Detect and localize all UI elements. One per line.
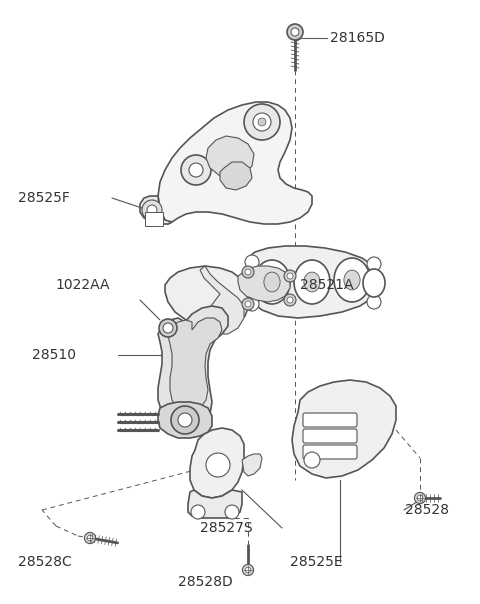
Polygon shape <box>200 266 244 334</box>
Ellipse shape <box>363 269 385 297</box>
FancyBboxPatch shape <box>145 212 163 226</box>
Circle shape <box>245 269 251 275</box>
Circle shape <box>258 118 266 126</box>
Text: 28525E: 28525E <box>290 555 343 569</box>
Circle shape <box>178 413 192 427</box>
Circle shape <box>284 294 296 306</box>
Polygon shape <box>242 454 262 476</box>
Circle shape <box>84 532 96 544</box>
Polygon shape <box>140 196 172 224</box>
Text: 1022AA: 1022AA <box>55 278 109 292</box>
Circle shape <box>159 319 177 337</box>
Circle shape <box>181 155 211 185</box>
Ellipse shape <box>344 270 360 290</box>
Polygon shape <box>238 266 290 302</box>
Circle shape <box>147 205 157 215</box>
Circle shape <box>171 406 199 434</box>
Circle shape <box>367 257 381 271</box>
Circle shape <box>367 295 381 309</box>
Polygon shape <box>246 246 380 318</box>
Circle shape <box>287 24 303 40</box>
Polygon shape <box>206 136 254 178</box>
FancyBboxPatch shape <box>303 413 357 427</box>
Circle shape <box>304 452 320 468</box>
Text: 28525F: 28525F <box>18 191 70 205</box>
Circle shape <box>87 535 93 541</box>
FancyBboxPatch shape <box>303 429 357 443</box>
Circle shape <box>242 266 254 278</box>
Polygon shape <box>188 490 242 518</box>
Polygon shape <box>220 162 252 190</box>
Ellipse shape <box>304 272 320 292</box>
Polygon shape <box>292 380 396 478</box>
Circle shape <box>417 495 423 501</box>
Text: 28528: 28528 <box>405 503 449 517</box>
Circle shape <box>206 453 230 477</box>
Ellipse shape <box>334 258 370 302</box>
Ellipse shape <box>294 260 330 304</box>
Circle shape <box>242 564 253 576</box>
Circle shape <box>287 273 293 279</box>
Text: 28521A: 28521A <box>300 278 353 292</box>
Circle shape <box>142 200 162 220</box>
Polygon shape <box>168 318 222 412</box>
Circle shape <box>245 255 259 269</box>
Polygon shape <box>158 102 312 224</box>
Circle shape <box>284 270 296 282</box>
Text: 28528D: 28528D <box>178 575 233 589</box>
FancyBboxPatch shape <box>303 445 357 459</box>
Circle shape <box>253 113 271 131</box>
Circle shape <box>225 505 239 519</box>
Polygon shape <box>165 266 248 328</box>
Ellipse shape <box>264 272 280 292</box>
Text: 28527S: 28527S <box>200 521 252 535</box>
Circle shape <box>189 163 203 177</box>
Text: 28165D: 28165D <box>330 31 385 45</box>
Circle shape <box>245 297 259 311</box>
Circle shape <box>414 492 426 504</box>
Circle shape <box>291 28 299 36</box>
Polygon shape <box>158 306 228 428</box>
Text: 28528C: 28528C <box>18 555 72 569</box>
Circle shape <box>245 567 251 573</box>
Ellipse shape <box>254 260 290 304</box>
Polygon shape <box>158 402 212 438</box>
Circle shape <box>163 323 173 333</box>
Text: 28510: 28510 <box>32 348 76 362</box>
Circle shape <box>287 297 293 303</box>
Circle shape <box>245 301 251 307</box>
Circle shape <box>244 104 280 140</box>
Circle shape <box>191 505 205 519</box>
Circle shape <box>242 298 254 310</box>
Polygon shape <box>190 428 244 498</box>
